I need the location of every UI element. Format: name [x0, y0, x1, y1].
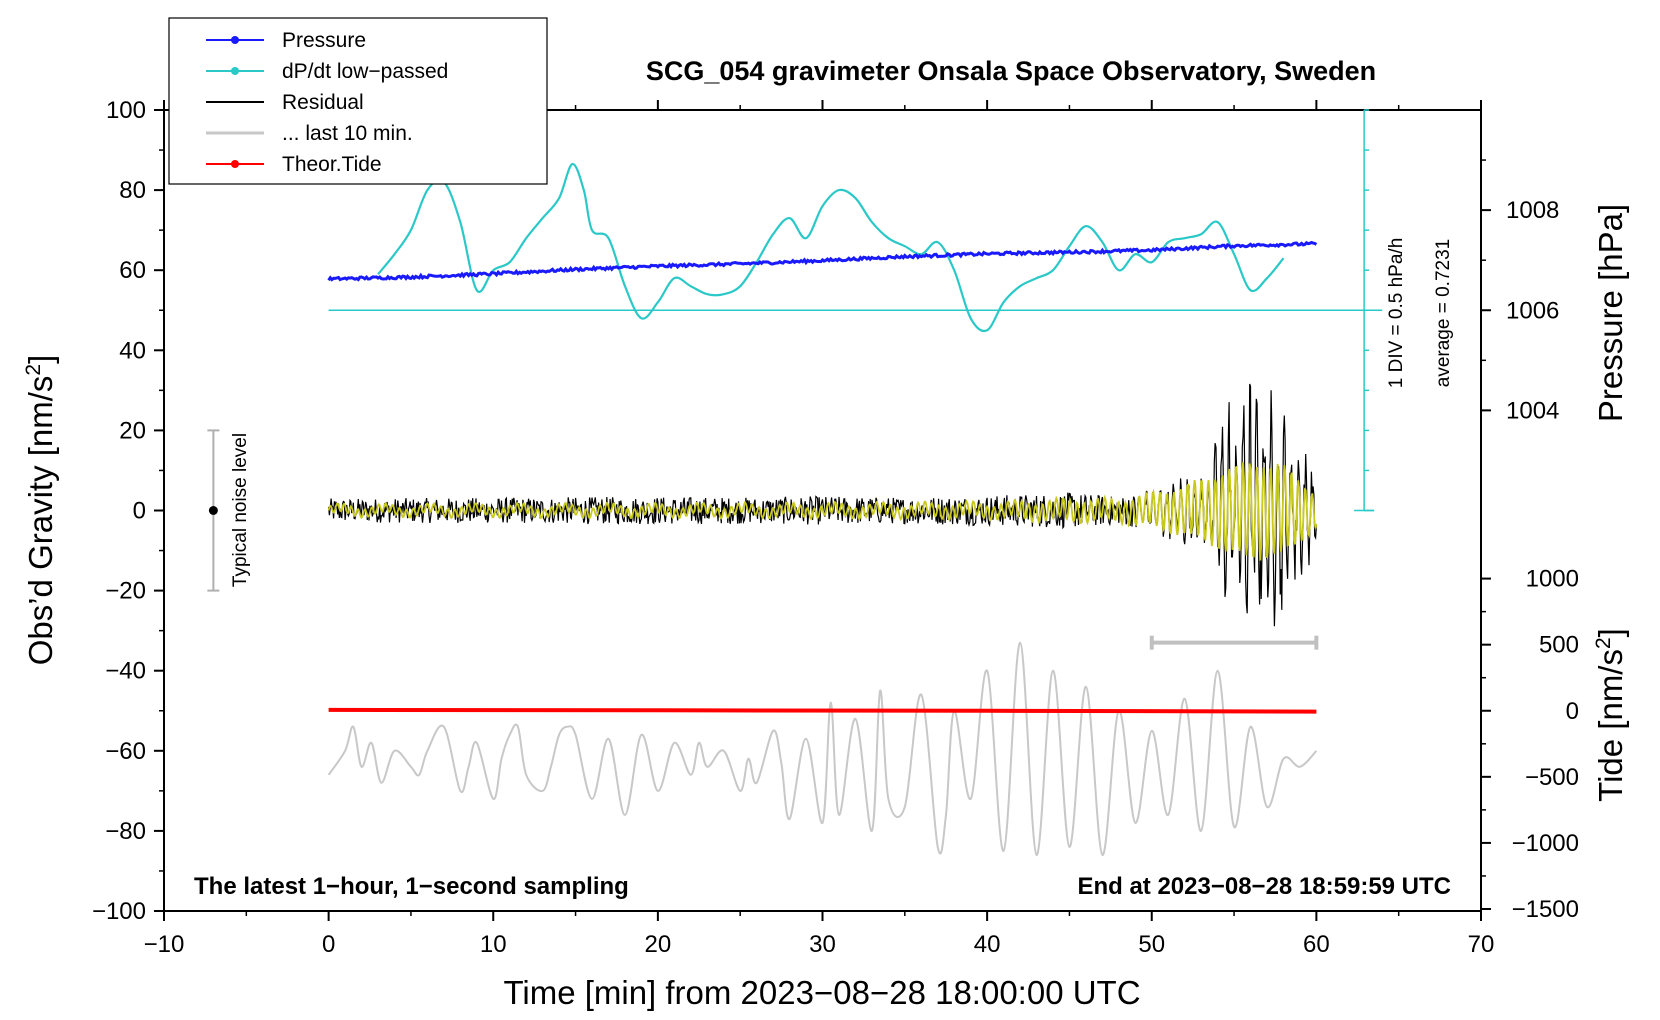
- noise-bar-center: [208, 506, 218, 515]
- pressure-tick-label-2: 1008: [1506, 197, 1559, 224]
- bottom-right-note: End at 2023−08−28 18:59:59 UTC: [1077, 873, 1451, 900]
- pressure-tick-label-1: 1006: [1506, 297, 1559, 324]
- tide-tick-label-2: 0: [1566, 698, 1579, 725]
- legend-label-1: dP/dt low−passed: [282, 60, 448, 83]
- y-tick-label-3: −40: [105, 658, 146, 685]
- y-tick-label-7: 40: [119, 337, 146, 364]
- x-tick-label-5: 40: [974, 931, 1001, 958]
- y-tick-label-10: 100: [106, 97, 146, 124]
- annotation-layer: [207, 109, 1383, 650]
- legend-marker-0: [231, 36, 239, 44]
- bottom-left-note: The latest 1−hour, 1−second sampling: [194, 873, 629, 900]
- y-tick-label-0: −100: [92, 898, 146, 925]
- y-tick-label-6: 20: [119, 417, 146, 444]
- legend: Pressure dP/dt low−passed Residual ... last…: [168, 17, 548, 185]
- series-theor-tide: [328, 707, 1317, 714]
- y-tick-label-5: 0: [133, 498, 146, 525]
- tide-tick-label-3: −500: [1525, 764, 1579, 791]
- x-tick-label-0: −10: [144, 931, 185, 958]
- legend-label-3: ... last 10 min.: [282, 122, 413, 145]
- x-tick-label-3: 20: [645, 931, 672, 958]
- tide-tick-label-1: 500: [1539, 632, 1579, 659]
- legend-label-4: Theor.Tide: [282, 153, 382, 176]
- tide-tick-label-4: −1000: [1512, 830, 1579, 857]
- tide-axis-label-sup: 2: [1592, 637, 1615, 649]
- axis-ticks: −10 0 10 20 30 40 50 60 70−100−80−60−40−20020406…: [92, 97, 1579, 958]
- x-axis-label: Time [min] from 2023−08−28 18:00:00 UTC: [503, 974, 1140, 1011]
- legend-marker-1: [231, 67, 239, 75]
- tide-tick-label-5: −1500: [1512, 896, 1579, 923]
- pressure-axis-label: Pressure [hPa]: [1592, 204, 1629, 422]
- series-layer: [327, 163, 1318, 856]
- y-tick-label-1: −80: [105, 818, 146, 845]
- y-tick-label-4: −20: [105, 578, 146, 605]
- average-label: average = 0.7231: [1433, 239, 1454, 387]
- series-pressure: [327, 240, 1318, 282]
- y-axis-label-left: Obs’d Gravity [nm/s2]: [22, 355, 59, 666]
- series-residual-low-passed: [327, 462, 1318, 561]
- x-tick-label-7: 60: [1303, 931, 1330, 958]
- legend-marker-4: [231, 160, 239, 168]
- scale-bar-label: 1 DIV = 0.5 hPa/h: [1386, 238, 1407, 389]
- legend-label-2: Residual: [282, 91, 364, 114]
- noise-level-label: Typical noise level: [230, 433, 251, 587]
- x-tick-label-6: 50: [1138, 931, 1165, 958]
- y-axis-label-left-sup: 2: [22, 364, 45, 376]
- tide-tick-label-0: 1000: [1526, 566, 1579, 593]
- y-tick-label-9: 80: [119, 177, 146, 204]
- legend-label-0: Pressure: [282, 29, 366, 52]
- chart-title: SCG_054 gravimeter Onsala Space Observat…: [646, 56, 1376, 86]
- x-tick-label-8: 70: [1468, 931, 1495, 958]
- series-last-10-min: [327, 641, 1318, 856]
- tide-axis-label: Tide [nm/s2]: [1592, 628, 1629, 802]
- y-tick-label-2: −60: [105, 738, 146, 765]
- y-tick-label-8: 60: [119, 257, 146, 284]
- x-tick-label-2: 10: [480, 931, 507, 958]
- pressure-tick-label-0: 1004: [1506, 397, 1559, 424]
- series-dpdt-low-passed: [377, 163, 1285, 333]
- x-tick-label-1: 0: [322, 931, 335, 958]
- x-tick-label-4: 30: [809, 931, 836, 958]
